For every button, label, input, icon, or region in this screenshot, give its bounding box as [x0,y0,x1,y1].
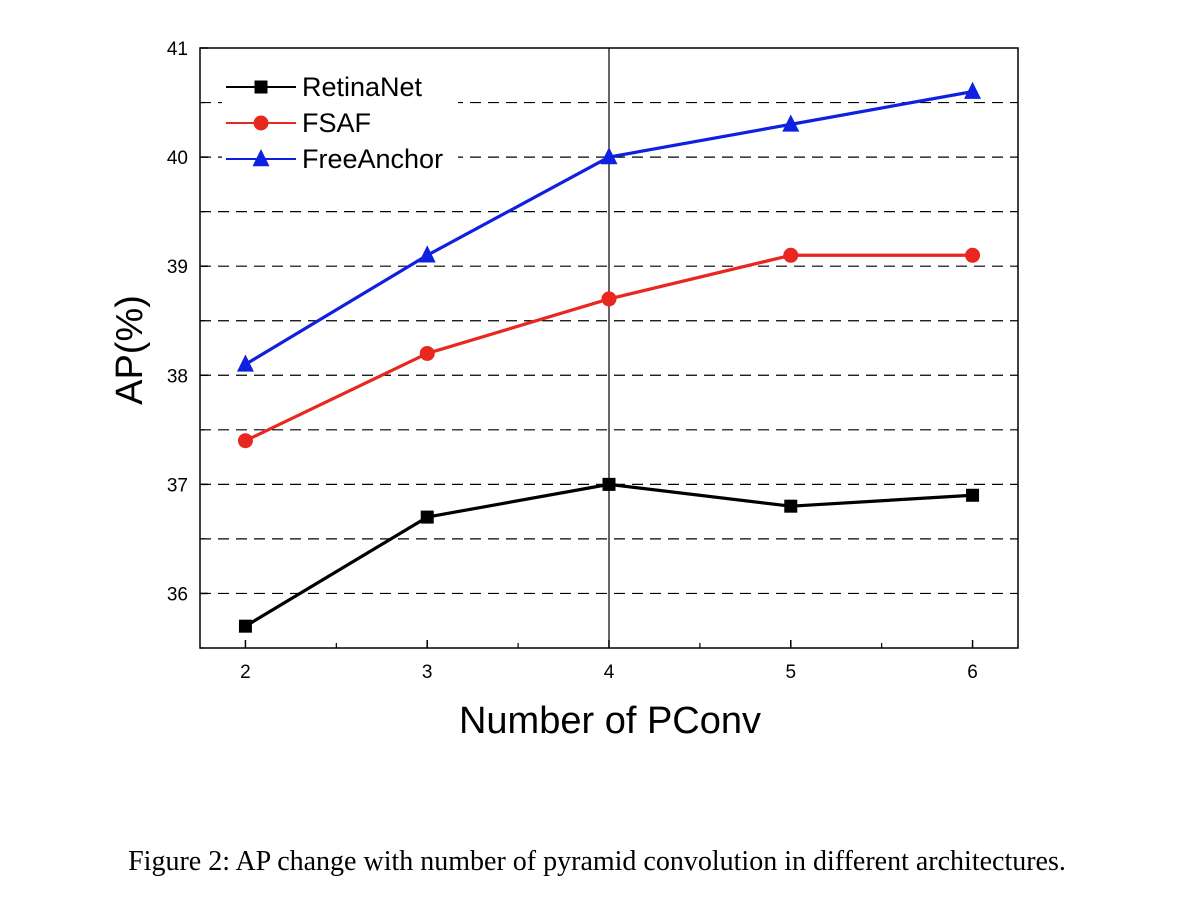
series-group [236,81,982,633]
data-point-retinanet [602,477,616,491]
data-point-retinanet [966,488,980,502]
data-point-fsaf [965,247,981,263]
legend-marker [253,115,269,131]
data-point-retinanet [238,619,252,633]
x-tick-label: 5 [785,662,796,683]
legend-marker [254,80,268,94]
axes: 2 3 4 5 6 36 37 38 39 40 41 [167,39,1019,683]
legend-label: FreeAnchor [302,144,443,174]
line-chart: 2 3 4 5 6 36 37 38 39 40 41 RetinaNet FSAF FreeAncho… [109,39,1019,742]
data-point-fsaf [237,433,253,449]
y-tick-label: 37 [167,475,188,496]
data-point-freeanchor [964,81,982,99]
data-point-fsaf [783,247,799,263]
x-tick-label: 6 [967,662,978,683]
legend-label: RetinaNet [302,72,423,102]
data-point-freeanchor [782,114,800,132]
figure-caption: Figure 2: AP change with number of pyram… [128,846,1066,877]
data-point-fsaf [419,345,435,361]
data-point-freeanchor [600,147,618,165]
y-tick-label: 40 [167,148,188,169]
x-tick-label: 2 [240,662,251,683]
data-point-retinanet [784,499,798,513]
legend: RetinaNet FSAF FreeAnchor [222,70,458,176]
x-tick-label: 3 [422,662,433,683]
y-tick-label: 38 [167,366,188,387]
data-point-retinanet [420,510,434,524]
x-axis-title: Number of PConv [459,700,761,742]
y-tick-label: 39 [167,257,188,278]
y-tick-label: 41 [167,39,188,60]
data-point-freeanchor [236,354,254,372]
legend-label: FSAF [302,108,371,138]
data-point-fsaf [601,291,617,307]
y-axis-title: AP(%) [109,295,151,405]
x-tick-label: 4 [604,662,615,683]
legend-marker [252,149,270,167]
y-tick-label: 36 [167,584,188,605]
data-point-freeanchor [418,245,436,263]
